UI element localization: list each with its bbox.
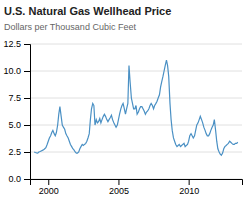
x-tick-mark xyxy=(118,179,119,185)
x-tick: 2000 xyxy=(39,179,59,196)
x-tick: 2010 xyxy=(179,179,199,196)
y-tick: 12.5 xyxy=(3,39,30,49)
x-axis-line xyxy=(31,180,243,186)
y-tick-mark xyxy=(24,71,30,72)
line xyxy=(34,60,238,155)
y-tick: 5.0 xyxy=(8,120,30,130)
title: U.S. Natural Gas Wellhead Price xyxy=(4,5,171,17)
x-axis: 2000 2005 2010 xyxy=(31,179,243,196)
x-tick-mark xyxy=(189,179,190,185)
y-tick-mark xyxy=(24,179,30,180)
y-tick-mark xyxy=(24,44,30,45)
y-tick: 7.5 xyxy=(8,93,30,103)
marks xyxy=(34,60,238,155)
subtitle: Dollars per Thousand Cubic Feet xyxy=(4,22,136,32)
x-tick: 2005 xyxy=(109,179,129,196)
x-tick-label: 2010 xyxy=(179,186,199,196)
y-tick-label: 7.5 xyxy=(8,93,21,103)
grid-line xyxy=(30,98,242,99)
y-tick: 0.0 xyxy=(8,174,30,184)
y-tick-label: 5.0 xyxy=(8,120,21,130)
y-tick: 10.0 xyxy=(3,66,30,76)
y-tick-mark xyxy=(24,125,30,126)
y-axis-line xyxy=(24,45,31,180)
x-tick-label: 2005 xyxy=(109,186,129,196)
x-tick-mark xyxy=(48,179,49,185)
grid xyxy=(30,44,242,179)
y-tick-label: 0.0 xyxy=(8,174,21,184)
grid-line xyxy=(30,152,242,153)
grid-line xyxy=(30,44,242,45)
y-tick-label: 10.0 xyxy=(3,66,21,76)
y-tick: 2.5 xyxy=(8,147,30,157)
y-axis: 0.0 2.5 5.0 7.5 10.0 12.5 xyxy=(3,39,30,184)
chart: U.S. Natural Gas Wellhead Price Dollars p… xyxy=(0,0,252,199)
y-tick-label: 12.5 xyxy=(3,39,21,49)
plot: 2000 2005 2010 0.0 2.5 5.0 7.5 10.0 12.5 xyxy=(3,39,242,196)
y-tick-mark xyxy=(24,98,30,99)
y-tick-mark xyxy=(24,152,30,153)
y-tick-label: 2.5 xyxy=(8,147,21,157)
grid-line xyxy=(30,71,242,72)
x-tick-label: 2000 xyxy=(39,186,59,196)
